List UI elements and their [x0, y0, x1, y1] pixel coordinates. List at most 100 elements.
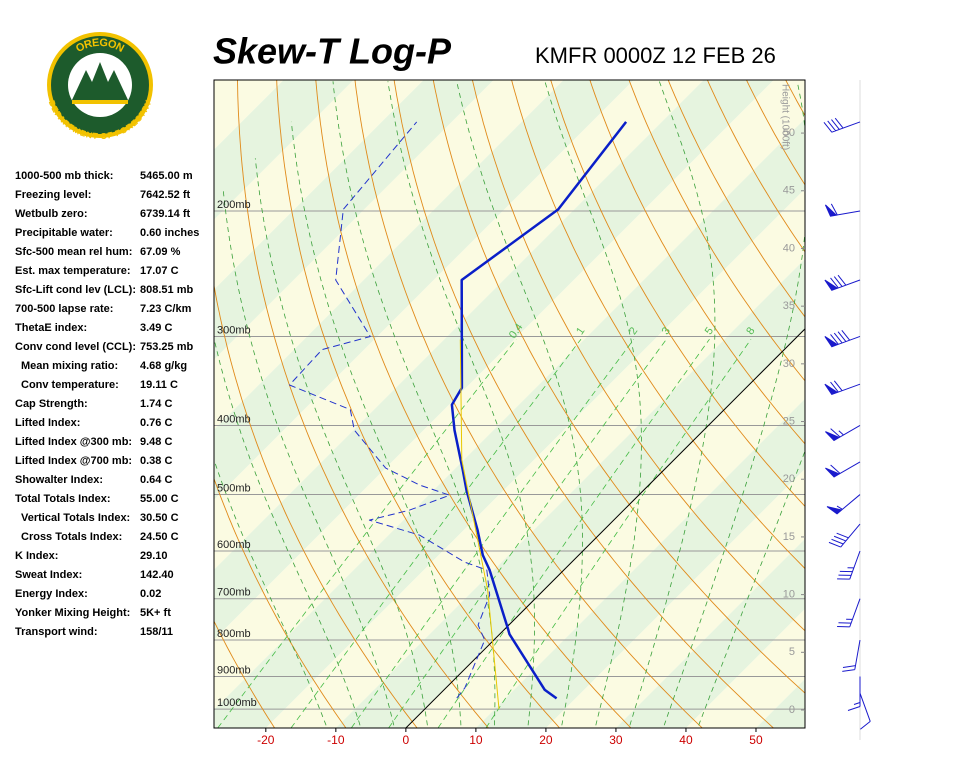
index-label: Cap Strength: [15, 398, 88, 410]
index-value: 67.09 % [140, 246, 181, 258]
plot-frame [213, 79, 806, 729]
x-tick-label: 50 [749, 733, 763, 747]
dry-adiabat [315, 80, 632, 728]
index-label: Lifted Index: [15, 417, 80, 429]
index-label: 1000-500 mb thick: [15, 170, 113, 182]
dry-adiabat [864, 80, 960, 728]
y-tick-label: 200mb [217, 199, 251, 211]
moist-adiabat [332, 81, 496, 726]
dry-adiabat [628, 80, 805, 382]
dry-adiabat [432, 80, 805, 694]
index-label: Wetbulb zero: [15, 208, 88, 220]
logo-top-text: OREGON [74, 37, 126, 55]
chart-subtitle: KMFR 0000Z 12 FEB 26 [535, 43, 776, 68]
axes: 200mb 300mb 400mb 500mb 600mb 700mb 800mb 900mb… [217, 84, 805, 747]
dry-adiabat [785, 80, 805, 117]
index-value: 5465.00 m [140, 170, 193, 182]
index-value: 808.51 mb [140, 284, 193, 296]
dry-adiabat [214, 283, 418, 728]
dry-adiabat [942, 80, 960, 728]
sounding-line [459, 339, 500, 710]
dry-adiabat [393, 80, 774, 728]
moist-adiabat [290, 121, 462, 726]
index-value: 3.49 C [140, 322, 172, 334]
mixing-ratio-label: 5 [703, 325, 716, 337]
x-tick-label: 40 [679, 733, 693, 747]
dry-adiabat [276, 80, 560, 728]
wind-barb [824, 203, 861, 217]
wind-barb [824, 274, 861, 291]
mixing-ratio-label: 1 [574, 325, 587, 337]
y-tick-label: 1000mb [217, 697, 257, 709]
moist-adiabat [544, 81, 642, 726]
y2-tick-label: 0 [789, 704, 795, 716]
index-label: Cross Totals Index: [21, 531, 122, 543]
index-label: Yonker Mixing Height: [15, 607, 130, 619]
wind-barb [824, 329, 861, 348]
wind-barb [826, 494, 861, 515]
zero-isotherm [405, 328, 805, 728]
index-value: 0.38 C [140, 455, 172, 467]
logo-trees [72, 62, 128, 100]
dry-adiabat [825, 80, 960, 728]
logo-ground [72, 100, 128, 104]
index-label: Sweat Index: [15, 569, 82, 581]
moist-adiabat [214, 336, 361, 726]
wind-barbs [823, 117, 871, 730]
x-tick-label: 0 [403, 733, 410, 747]
dry-adiabat [354, 80, 703, 728]
y2-tick-label: 40 [783, 242, 795, 254]
index-label: Sfc-Lift cond lev (LCL): [15, 284, 136, 296]
y-tick-label: 600mb [217, 539, 251, 551]
index-label: Conv cond level (CCL): [15, 341, 136, 353]
y-tick-label: 400mb [217, 413, 251, 425]
isotherm-band [615, 538, 805, 728]
y2-tick-label: 5 [789, 646, 795, 658]
x-tick-label: -10 [327, 733, 345, 747]
index-label: K Index: [15, 550, 58, 562]
isotherm-band [475, 398, 805, 728]
moist-adiabat [387, 81, 535, 726]
index-label: Showalter Index: [15, 474, 103, 486]
x-tick-label: -20 [257, 733, 275, 747]
index-value: 158/11 [140, 626, 173, 638]
index-label: Total Totals Index: [15, 493, 111, 505]
index-label: Mean mixing ratio: [21, 360, 118, 372]
y2-tick-label: 20 [783, 473, 795, 485]
x-tick-label: 20 [539, 733, 553, 747]
mixing-ratio-line [290, 338, 582, 728]
y-tick-label: 300mb [217, 324, 251, 336]
index-value: 1.74 C [140, 398, 172, 410]
mixing-ratio-label: 2 [627, 325, 640, 337]
index-value: 6739.14 ft [140, 208, 190, 220]
index-value: 30.50 C [140, 512, 179, 524]
plot-area [289, 121, 805, 728]
y2-tick-label: 30 [783, 358, 795, 370]
index-value: 5K+ ft [140, 607, 171, 619]
index-value: 0.02 [140, 588, 161, 600]
moist-adiabat [456, 81, 583, 726]
wind-barb [842, 639, 861, 672]
y2-tick-label: 15 [783, 531, 795, 543]
dry-adiabat [706, 80, 805, 253]
wind-barb [837, 550, 861, 580]
wind-barb [837, 598, 861, 628]
index-value: 29.10 [140, 550, 168, 562]
mixing-ratio-line [437, 338, 710, 728]
index-label: Lifted Index @300 mb: [15, 436, 132, 448]
index-label: Est. max temperature: [15, 265, 131, 277]
index-value: 4.68 g/kg [140, 360, 187, 372]
y-tick-label: 800mb [217, 628, 251, 640]
logo-top-path: OREGON [74, 37, 126, 55]
index-value: 0.76 C [140, 417, 172, 429]
y2-tick-label: 35 [783, 300, 795, 312]
index-value: 753.25 mb [140, 341, 193, 353]
dry-adiabat [550, 80, 805, 508]
index-label: Vertical Totals Index: [21, 512, 130, 524]
isotherm-band [685, 608, 805, 728]
index-label: Lifted Index @700 mb: [15, 455, 132, 467]
dry-adiabat [667, 80, 805, 318]
index-label: Conv temperature: [21, 379, 119, 391]
wind-barb [847, 676, 861, 711]
